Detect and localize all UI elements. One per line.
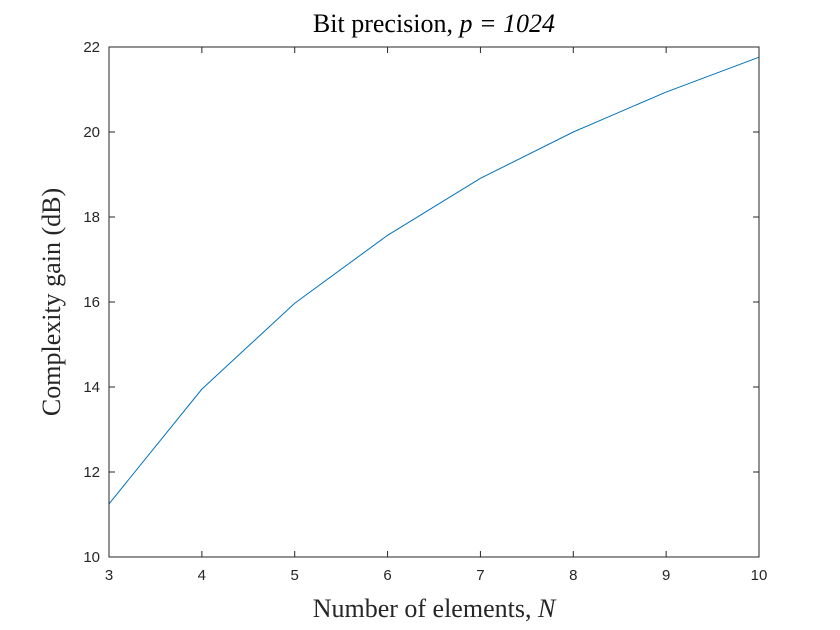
x-tick-label: 9 <box>662 567 670 584</box>
y-tick-label: 10 <box>83 549 100 566</box>
x-tick-label: 10 <box>751 567 768 584</box>
ticks-layer: 3 4 5 6 7 8 9 10 10 12 14 16 18 20 22 <box>83 39 767 584</box>
chart-title: Bit precision, p = 1024 <box>313 9 555 38</box>
y-axis-label: Complexity gain (dB) <box>37 188 66 416</box>
x-tick-label: 5 <box>291 567 299 584</box>
plot-frame <box>108 46 760 558</box>
y-tick-label: 20 <box>83 124 100 141</box>
x-tick-label: 7 <box>476 567 484 584</box>
x-tick-label: 4 <box>198 567 206 584</box>
series-layer <box>108 56 760 505</box>
x-tick-label: 3 <box>105 567 113 584</box>
y-tick-label: 14 <box>83 379 100 396</box>
y-tick-label: 12 <box>83 464 100 481</box>
y-tick-label: 18 <box>83 209 100 226</box>
x-tick-label: 6 <box>383 567 391 584</box>
y-tick-label: 16 <box>83 294 100 311</box>
plot-area <box>109 47 759 557</box>
series-line <box>108 56 760 505</box>
x-tick-label: 8 <box>569 567 577 584</box>
x-axis-label: Number of elements, N <box>313 594 557 623</box>
y-tick-label: 22 <box>83 39 100 56</box>
